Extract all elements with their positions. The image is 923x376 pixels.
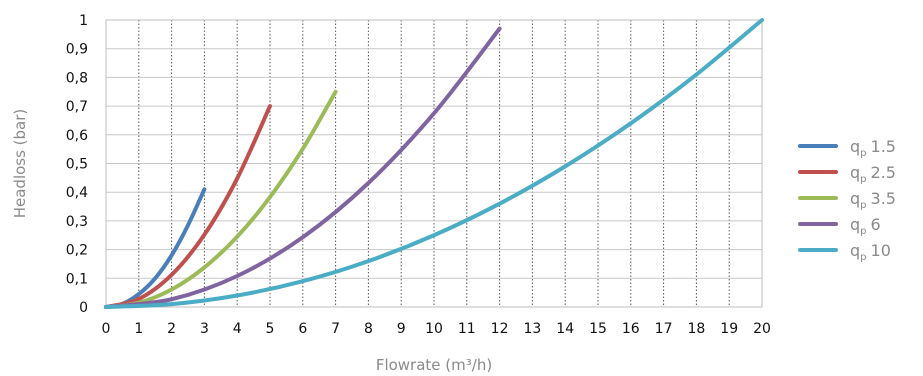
y-tick-label: 0,4 xyxy=(66,185,88,201)
x-tick-label: 18 xyxy=(687,321,705,337)
y-tick-label: 0 xyxy=(79,300,88,316)
legend-label-1: qp 2.5 xyxy=(850,163,896,185)
y-axis-title: Headloss (bar) xyxy=(11,109,29,219)
y-tick-label: 0,9 xyxy=(66,42,88,58)
series-line-4 xyxy=(104,18,764,309)
y-tick-label: 0,8 xyxy=(66,70,88,86)
x-tick-label: 7 xyxy=(331,321,340,337)
series-line-2 xyxy=(104,89,338,309)
x-tick-label: 5 xyxy=(266,321,275,337)
x-axis-title: Flowrate (m³/h) xyxy=(376,356,492,374)
x-tick-label: 19 xyxy=(720,321,738,337)
x-tick-label: 12 xyxy=(491,321,509,337)
x-tick-label: 6 xyxy=(298,321,307,337)
x-tick-label: 20 xyxy=(753,321,771,337)
y-tick-label: 0,5 xyxy=(66,157,88,173)
x-tick-label: 0 xyxy=(102,321,111,337)
x-tick-label: 1 xyxy=(134,321,143,337)
x-tick-label: 14 xyxy=(556,321,574,337)
y-axis-ticks: 0 0,1 0,2 0,3 0,4 0,5 0,6 0,7 0,8 0,9 1 xyxy=(66,13,88,316)
x-axis-ticks: 0 1 2 3 4 5 6 7 8 9 10 11 12 13 14 15 16 17 18 19 20 xyxy=(102,321,771,337)
y-tick-label: 0,7 xyxy=(66,99,88,115)
x-tick-label: 8 xyxy=(364,321,373,337)
y-tick-label: 0,1 xyxy=(66,271,88,287)
y-tick-label: 0,6 xyxy=(66,128,88,144)
x-tick-label: 10 xyxy=(425,321,443,337)
series-layer xyxy=(104,18,764,309)
x-tick-label: 16 xyxy=(622,321,640,337)
legend: qp 1.5 qp 2.5 qp 3.5 qp 6 qp 10 xyxy=(798,137,896,263)
y-tick-label: 0,2 xyxy=(66,243,88,259)
series-line-1 xyxy=(104,104,272,309)
x-tick-label: 4 xyxy=(233,321,242,337)
legend-label-0: qp 1.5 xyxy=(850,137,896,159)
plot-area xyxy=(105,19,763,308)
y-tick-label: 0,3 xyxy=(66,214,88,230)
x-tick-label: 3 xyxy=(200,321,209,337)
x-tick-label: 15 xyxy=(589,321,607,337)
x-tick-label: 9 xyxy=(397,321,406,337)
x-tick-label: 11 xyxy=(458,321,476,337)
legend-label-2: qp 3.5 xyxy=(850,189,896,211)
legend-label-4: qp 10 xyxy=(850,241,891,263)
series-line-3 xyxy=(104,26,502,309)
plot-border xyxy=(105,19,763,308)
grid xyxy=(105,19,763,308)
legend-label-3: qp 6 xyxy=(850,215,881,237)
x-tick-label: 17 xyxy=(655,321,673,337)
x-tick-label: 2 xyxy=(167,321,176,337)
x-tick-label: 13 xyxy=(523,321,541,337)
y-tick-label: 1 xyxy=(79,13,88,29)
